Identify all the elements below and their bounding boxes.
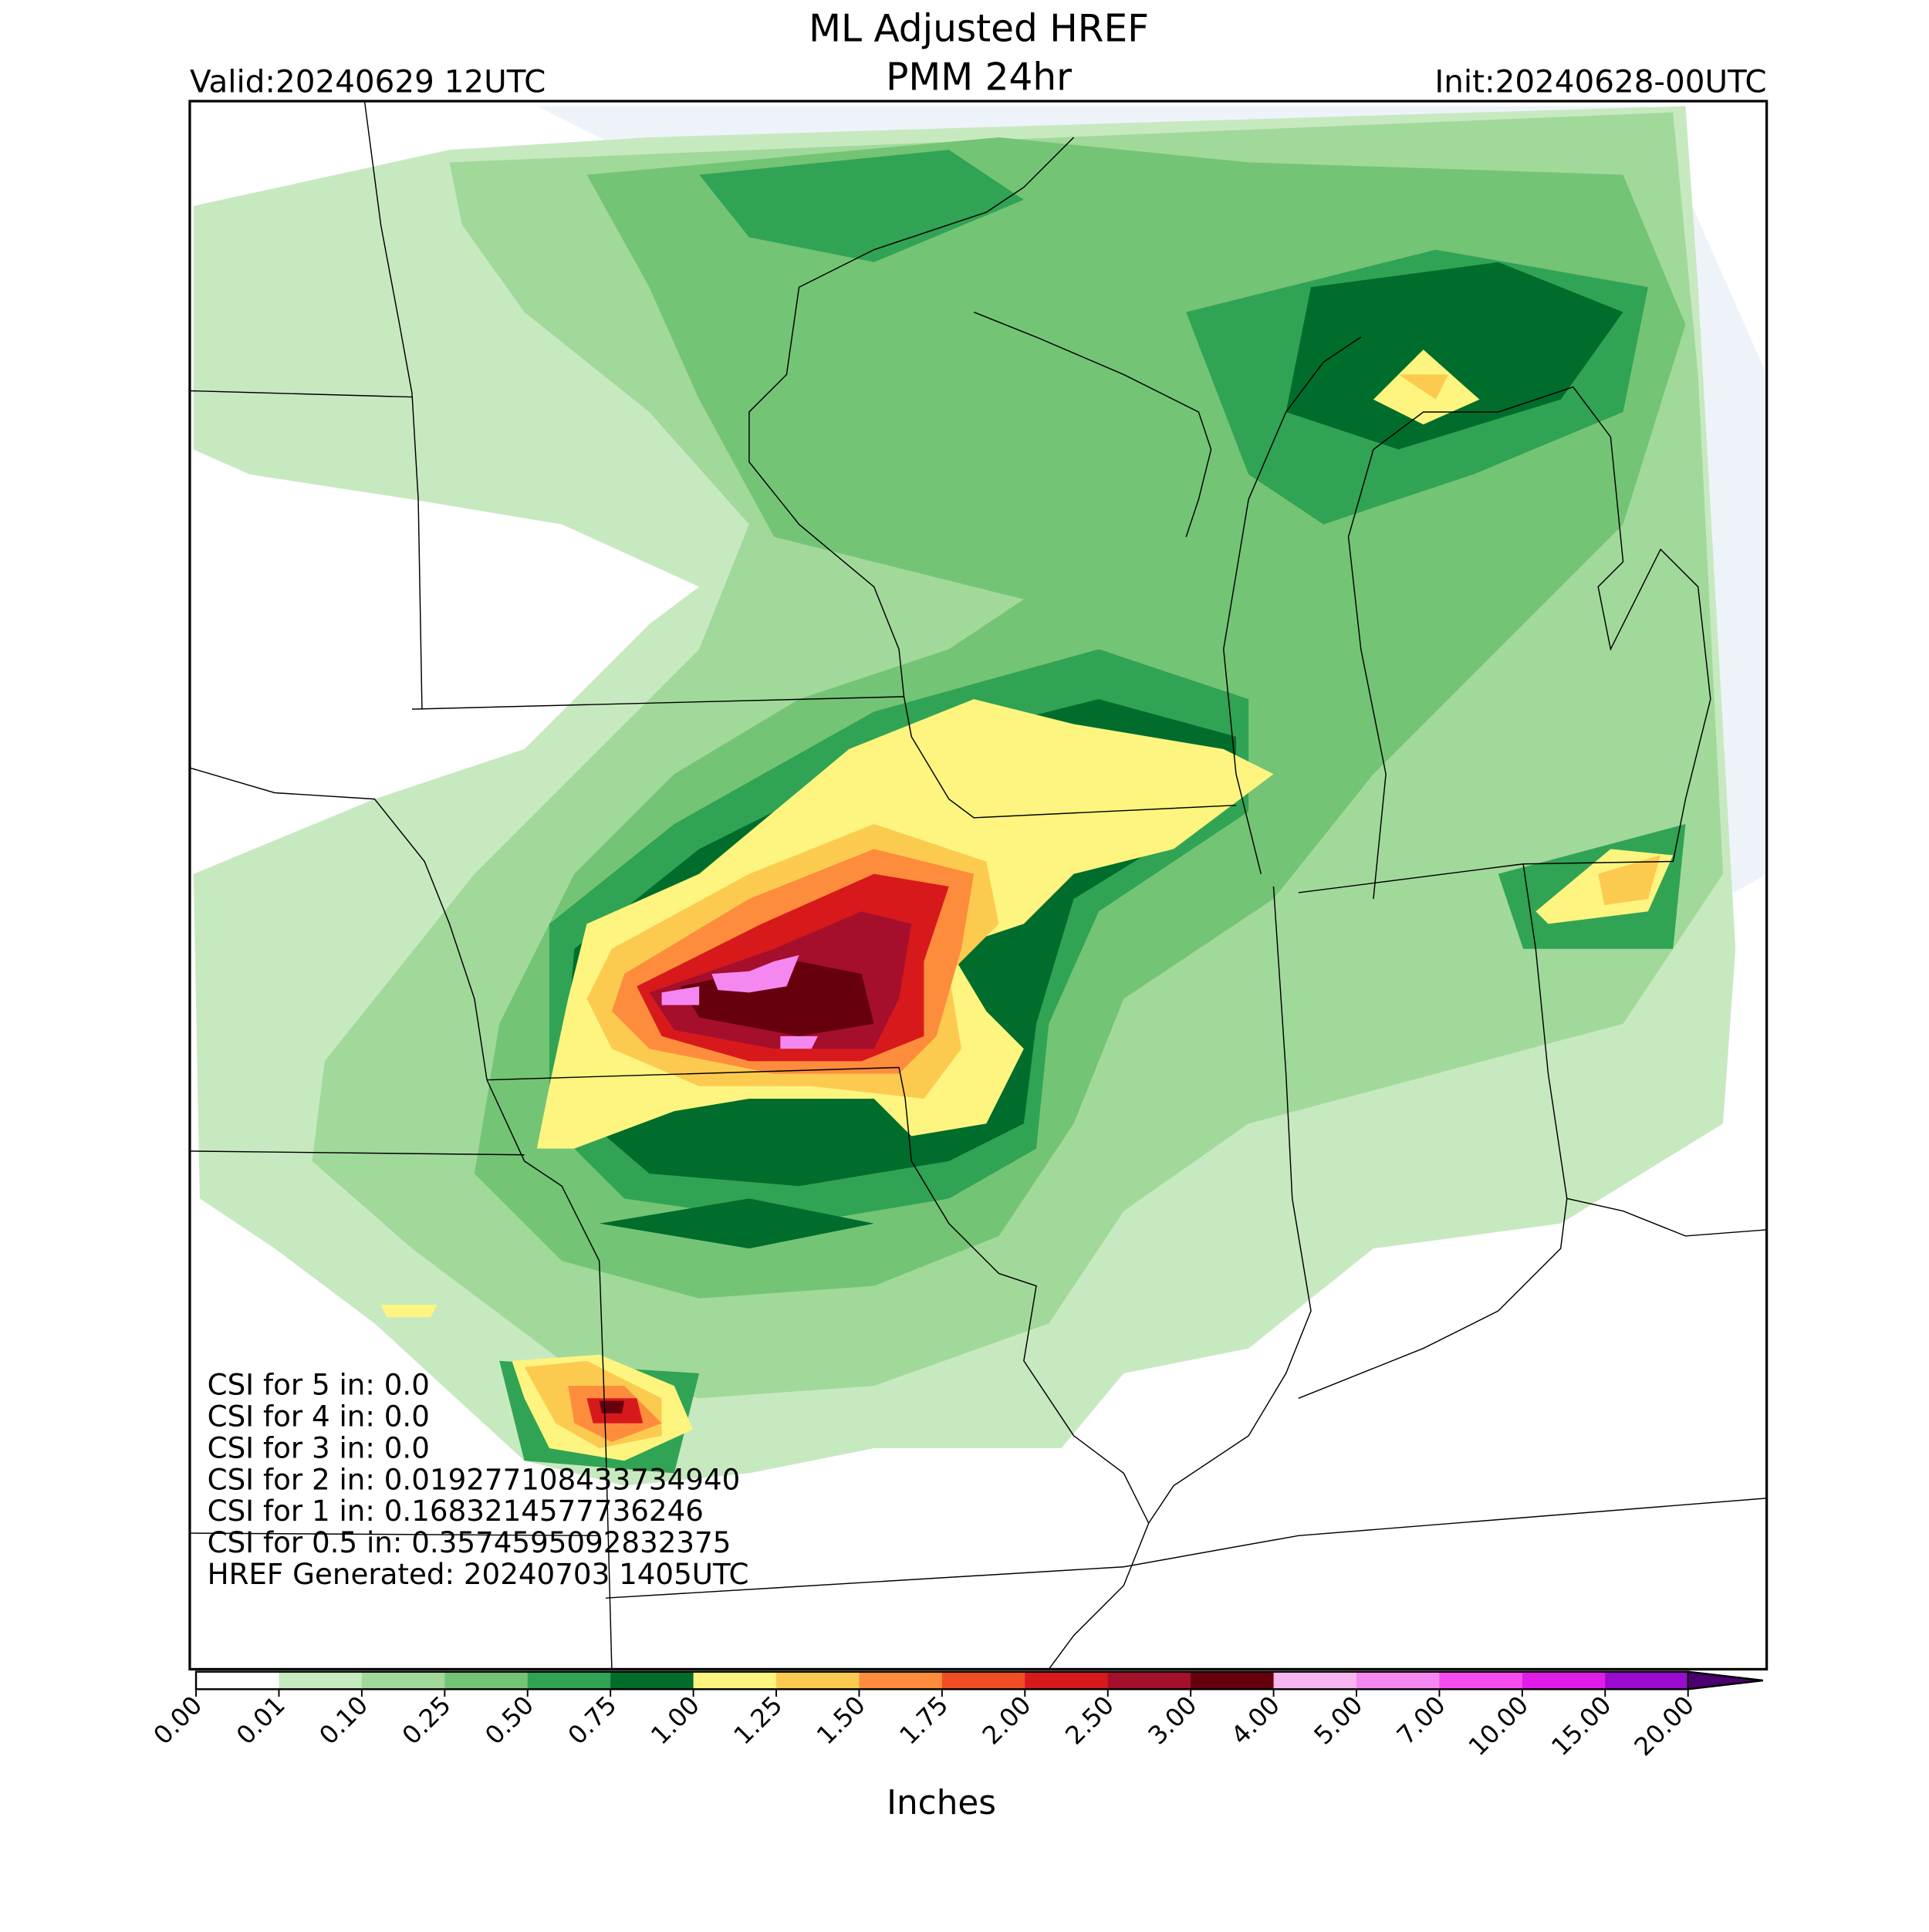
colorbar-tick-label: 1.25 xyxy=(728,1690,789,1751)
stat-line: CSI for 0.5 in: 0.3574595092832375 xyxy=(208,1525,731,1559)
colorbar-bin xyxy=(1025,1671,1109,1690)
colorbar-tick-label: 15.00 xyxy=(1546,1690,1617,1761)
stat-line: CSI for 1 in: 0.1683214577736246 xyxy=(208,1494,704,1528)
colorbar-tick-label: 0.00 xyxy=(148,1690,208,1751)
colorbar-tick-label: 3.00 xyxy=(1143,1690,1203,1751)
init-time: Init:20240628-00UTC xyxy=(1434,63,1766,100)
colorbar-bin xyxy=(859,1671,943,1690)
colorbar-tick-label: 1.00 xyxy=(645,1690,705,1751)
colorbar-tick-label: 1.50 xyxy=(811,1690,871,1751)
stat-line: CSI for 2 in: 0.019277108433734940 xyxy=(208,1462,741,1496)
colorbar-tick-label: 0.25 xyxy=(397,1690,457,1751)
stat-line: CSI for 4 in: 0.0 xyxy=(208,1399,430,1433)
colorbar-tick-label: 5.00 xyxy=(1309,1690,1369,1751)
colorbar-tick-label: 1.75 xyxy=(894,1690,954,1751)
title: ML Adjusted HREF xyxy=(809,7,1149,50)
map-frame xyxy=(188,100,1769,1671)
colorbar-label: Inches xyxy=(887,1783,996,1822)
colorbar-bin xyxy=(196,1671,279,1690)
colorbar-tick-label: 2.00 xyxy=(977,1690,1037,1751)
colorbar-bin xyxy=(1439,1671,1523,1690)
colorbar-bin xyxy=(1273,1671,1357,1690)
colorbar-bin xyxy=(1191,1671,1275,1690)
colorbar-tick-label: 0.01 xyxy=(231,1690,291,1751)
colorbar-bin xyxy=(527,1671,611,1690)
colorbar-bin xyxy=(941,1671,1025,1690)
valid-time: Valid:20240629 12UTC xyxy=(190,63,546,100)
stat-line: CSI for 5 in: 0.0 xyxy=(208,1367,430,1401)
stat-line: HREF Generated: 20240703 1405UTC xyxy=(208,1557,749,1591)
colorbar-extend xyxy=(1687,1670,1763,1690)
colorbar-bin xyxy=(693,1671,777,1690)
colorbar-bin xyxy=(279,1671,363,1690)
colorbar-bin xyxy=(444,1671,529,1690)
colorbar-bin xyxy=(361,1671,445,1690)
colorbar-bin xyxy=(1605,1671,1689,1690)
colorbar-tick-label: 7.00 xyxy=(1391,1690,1451,1751)
colorbar-bin xyxy=(1107,1671,1191,1690)
colorbar-tick-label: 4.00 xyxy=(1225,1690,1285,1751)
colorbar-tick-label: 0.50 xyxy=(479,1690,539,1751)
colorbar-bin xyxy=(776,1671,860,1690)
stat-line: CSI for 3 in: 0.0 xyxy=(208,1430,430,1464)
colorbar: 0.00 0.01 0.10 0.25 0.50 0.75 1.00 1.25 1.50 1.75… xyxy=(148,1670,1763,1761)
colorbar-bin xyxy=(1356,1671,1440,1690)
colorbar-tick-label: 0.10 xyxy=(313,1690,373,1751)
colorbar-bin xyxy=(1522,1671,1606,1690)
colorbar-bin xyxy=(610,1671,694,1690)
map xyxy=(189,101,1767,1670)
colorbar-tick-label: 0.75 xyxy=(562,1690,623,1751)
colorbar-tick-label: 10.00 xyxy=(1463,1690,1534,1761)
colorbar-tick-label: 2.50 xyxy=(1059,1690,1120,1751)
subtitle: PMM 24hr xyxy=(886,56,1072,100)
colorbar-tick-label: 20.00 xyxy=(1629,1690,1700,1761)
